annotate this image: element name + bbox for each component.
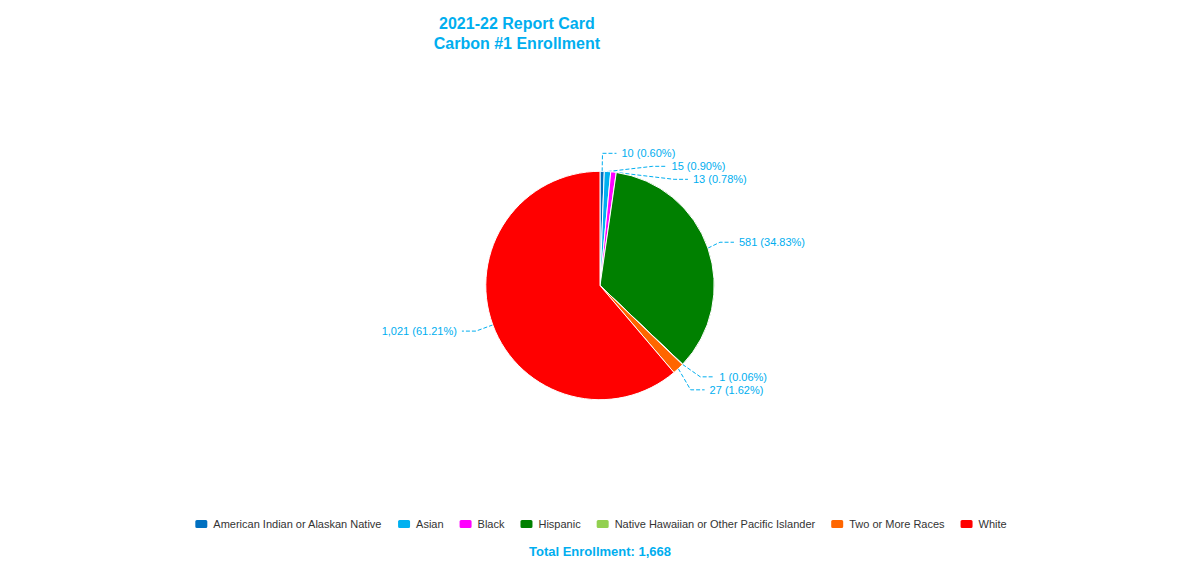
svg-text:Black: Black: [478, 518, 505, 530]
svg-text:2021-22 Report Card: 2021-22 Report Card: [439, 15, 595, 32]
svg-text:Total Enrollment: 1,668: Total Enrollment: 1,668: [529, 544, 671, 559]
svg-text:10 (0.60%): 10 (0.60%): [621, 147, 675, 159]
svg-text:13 (0.78%): 13 (0.78%): [693, 173, 747, 185]
svg-text:15 (0.90%): 15 (0.90%): [672, 160, 726, 172]
svg-text:American Indian or Alaskan Nat: American Indian or Alaskan Native: [213, 518, 381, 530]
svg-text:White: White: [979, 518, 1007, 530]
svg-text:1,021 (61.21%): 1,021 (61.21%): [382, 325, 457, 337]
svg-text:Two or More Races: Two or More Races: [849, 518, 945, 530]
svg-text:Hispanic: Hispanic: [538, 518, 581, 530]
svg-text:Carbon #1 Enrollment: Carbon #1 Enrollment: [434, 35, 601, 52]
svg-text:Asian: Asian: [416, 518, 444, 530]
svg-text:27 (1.62%): 27 (1.62%): [710, 384, 764, 396]
svg-text:Native Hawaiian or Other Pacif: Native Hawaiian or Other Pacific Islande…: [615, 518, 816, 530]
svg-text:1 (0.06%): 1 (0.06%): [719, 371, 767, 383]
svg-text:581 (34.83%): 581 (34.83%): [739, 236, 805, 248]
